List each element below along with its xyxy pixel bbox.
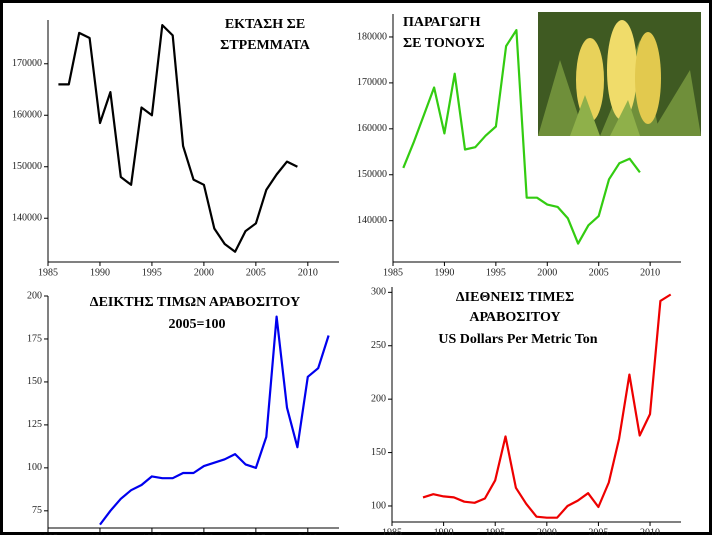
y-tick-label: 200 <box>371 393 386 404</box>
x-tick-label: 1990 <box>434 267 454 278</box>
y-tick-label: 100 <box>371 500 386 511</box>
y-tick-label: 175 <box>27 333 42 344</box>
x-tick-label: 1985 <box>383 267 403 278</box>
corn-photo <box>538 12 701 136</box>
y-tick-label: 125 <box>27 419 42 430</box>
y-tick-label: 150000 <box>357 169 387 180</box>
chart-title: ΑΡΑΒΟΣΙΤΟΥ <box>469 310 560 325</box>
y-tick-label: 170000 <box>357 77 387 88</box>
y-tick-label: 100 <box>27 462 42 473</box>
x-tick-label: 1995 <box>485 527 505 535</box>
y-tick-label: 140000 <box>357 215 387 226</box>
y-tick-label: 160000 <box>357 123 387 134</box>
chart-title: ΣΕ ΤΟΝΟΥΣ <box>403 36 485 51</box>
y-tick-label: 75 <box>32 505 42 516</box>
x-tick-label: 2000 <box>194 533 214 535</box>
x-tick-label: 2010 <box>640 267 660 278</box>
y-tick-label: 180000 <box>357 31 387 42</box>
data-line <box>99 315 330 526</box>
data-line <box>58 24 298 253</box>
x-tick-label: 2005 <box>246 267 266 278</box>
x-tick-label: 2005 <box>588 527 608 535</box>
x-tick-label: 1990 <box>90 533 110 535</box>
x-tick-label: 1985 <box>38 533 58 535</box>
x-tick-label: 2000 <box>537 527 557 535</box>
y-tick-label: 160000 <box>12 110 42 121</box>
x-tick-label: 2010 <box>298 267 318 278</box>
x-tick-label: 1995 <box>142 267 162 278</box>
x-tick-label: 1985 <box>382 527 402 535</box>
y-tick-label: 300 <box>371 287 386 298</box>
x-tick-label: 1985 <box>38 267 58 278</box>
y-tick-label: 250 <box>371 340 386 351</box>
y-tick-label: 150000 <box>12 161 42 172</box>
chart-title: ΕΚΤΑΣΗ ΣΕ <box>225 17 305 32</box>
data-line <box>422 293 672 519</box>
x-tick-label: 2005 <box>246 533 266 535</box>
chart-title: ΠΑΡΑΓΩΓΗ <box>403 15 481 30</box>
chart-title: ΣΤΡΕΜΜΑΤΑ <box>220 38 311 53</box>
chart-subtitle: US Dollars Per Metric Ton <box>438 332 597 347</box>
y-tick-label: 150 <box>27 376 42 387</box>
x-tick-label: 1995 <box>142 533 162 535</box>
x-tick-label: 1990 <box>90 267 110 278</box>
y-tick-label: 200 <box>27 290 42 301</box>
x-tick-label: 2010 <box>298 533 318 535</box>
x-tick-label: 1990 <box>434 527 454 535</box>
x-tick-label: 2005 <box>589 267 609 278</box>
y-tick-label: 170000 <box>12 58 42 69</box>
chart-title: ΔΙΕΘΝΕΙΣ ΤΙΜΕΣ <box>456 290 574 305</box>
x-tick-label: 2010 <box>640 527 660 535</box>
y-tick-label: 140000 <box>12 213 42 224</box>
x-tick-label: 2000 <box>194 267 214 278</box>
data-line <box>402 29 641 245</box>
chart-title: ΔΕΙΚΤΗΣ ΤΙΜΩΝ ΑΡΑΒΟΣΙΤΟΥ <box>90 295 300 310</box>
chart-subtitle: 2005=100 <box>169 317 226 332</box>
y-tick-label: 150 <box>371 447 386 458</box>
x-tick-label: 1995 <box>486 267 506 278</box>
x-tick-label: 2000 <box>537 267 557 278</box>
